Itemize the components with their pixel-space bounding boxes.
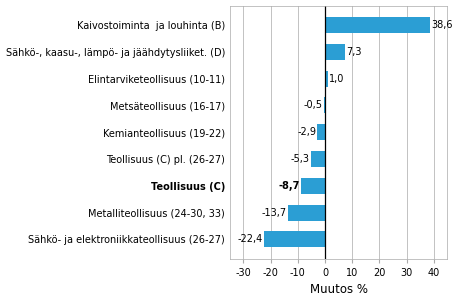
Bar [323, 98, 325, 114]
Text: -2,9: -2,9 [297, 127, 316, 137]
X-axis label: Muutos %: Muutos % [309, 284, 368, 297]
Text: -8,7: -8,7 [279, 181, 300, 191]
Bar [288, 204, 325, 220]
Text: 7,3: 7,3 [346, 47, 361, 57]
Text: -22,4: -22,4 [238, 234, 263, 244]
Text: 38,6: 38,6 [431, 20, 453, 30]
Text: 1,0: 1,0 [329, 74, 344, 84]
Bar [301, 178, 325, 194]
Bar [325, 44, 345, 60]
Bar [317, 124, 325, 140]
Text: -0,5: -0,5 [304, 101, 323, 111]
Text: -13,7: -13,7 [261, 207, 287, 217]
Bar [325, 71, 328, 87]
Bar [325, 17, 430, 33]
Bar [311, 151, 325, 167]
Bar [264, 231, 325, 247]
Text: -5,3: -5,3 [290, 154, 309, 164]
